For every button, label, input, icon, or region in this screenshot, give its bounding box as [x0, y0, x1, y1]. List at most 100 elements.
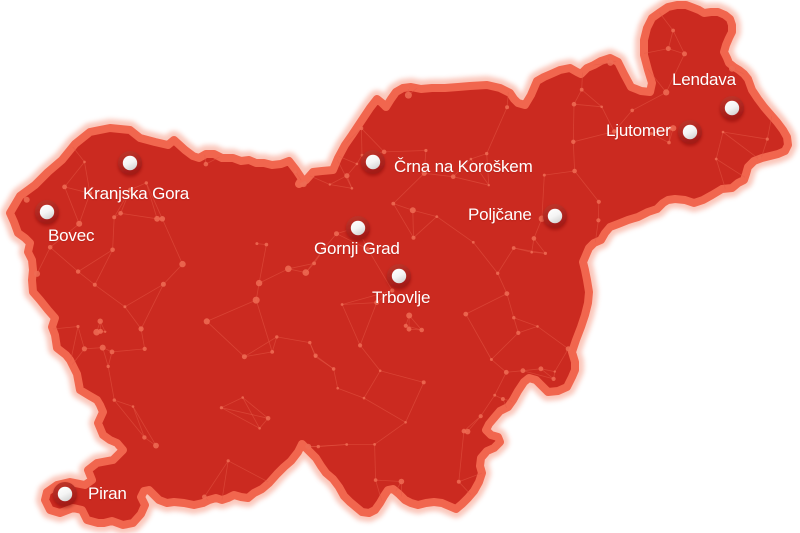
- network-node: [579, 404, 585, 409]
- network-node: [762, 383, 766, 387]
- network-line: [78, 193, 91, 224]
- network-node: [548, 508, 553, 513]
- network-line: [581, 399, 591, 407]
- network-line: [626, 514, 658, 518]
- city-marker-ljutomer[interactable]: [678, 120, 702, 144]
- network-line: [315, 355, 334, 370]
- network-line: [145, 182, 163, 219]
- network-node: [746, 509, 750, 512]
- network-line: [49, 246, 79, 272]
- city-marker-crna-na-koroskem[interactable]: [361, 150, 385, 174]
- network-node: [464, 428, 471, 435]
- network-node: [740, 496, 743, 499]
- network-line: [102, 347, 109, 367]
- network-node: [572, 168, 577, 174]
- network-node: [270, 350, 275, 354]
- network-node: [605, 468, 609, 472]
- network-node: [391, 201, 396, 206]
- network-node: [62, 184, 67, 190]
- network-line: [406, 33, 409, 45]
- network-line: [148, 65, 165, 88]
- city-marker-bovec[interactable]: [35, 200, 59, 224]
- network-line: [734, 483, 755, 522]
- network-line: [613, 110, 633, 132]
- network-line: [392, 203, 414, 238]
- network-line: [22, 126, 46, 134]
- network-node: [256, 69, 264, 77]
- network-node: [663, 89, 670, 96]
- network-node: [337, 41, 342, 45]
- network-line: [413, 216, 438, 238]
- network-line: [601, 106, 615, 132]
- network-node: [661, 272, 667, 277]
- network-node: [489, 358, 493, 361]
- network-line: [497, 247, 515, 274]
- city-marker-poljcane[interactable]: [543, 204, 567, 228]
- network-line: [22, 98, 30, 127]
- network-line: [452, 158, 472, 177]
- network-line: [614, 402, 645, 408]
- network-node: [505, 105, 510, 110]
- network-node: [734, 209, 740, 215]
- network-line: [84, 347, 103, 350]
- network-node: [379, 37, 384, 42]
- network-line: [120, 189, 131, 214]
- network-node: [332, 95, 340, 103]
- network-node: [148, 5, 153, 9]
- network-line: [404, 29, 408, 45]
- network-line: [107, 366, 115, 401]
- network-node: [551, 376, 556, 381]
- city-marker-trbovlje[interactable]: [387, 264, 411, 288]
- network-node: [27, 348, 31, 352]
- marker-face: [391, 268, 407, 284]
- network-line: [665, 53, 685, 93]
- network-node: [404, 41, 409, 47]
- network-line: [518, 326, 538, 334]
- network-line: [572, 141, 575, 172]
- city-marker-lendava[interactable]: [720, 96, 744, 120]
- city-marker-gornji-grad[interactable]: [346, 216, 370, 240]
- network-node: [160, 281, 166, 287]
- network-line: [332, 42, 340, 47]
- network-node: [683, 443, 687, 447]
- network-line: [658, 311, 683, 324]
- network-node: [655, 515, 659, 520]
- network-node: [87, 191, 93, 196]
- network-line: [341, 290, 393, 305]
- network-line: [138, 67, 150, 88]
- network-node: [325, 106, 329, 109]
- city-marker-piran[interactable]: [53, 482, 77, 506]
- network-line: [489, 498, 505, 515]
- network-node: [502, 496, 507, 501]
- network-node: [571, 139, 576, 144]
- network-node: [20, 79, 26, 85]
- network-line: [486, 153, 490, 186]
- network-line: [155, 119, 167, 123]
- network-line: [458, 431, 465, 482]
- network-node: [496, 271, 500, 275]
- network-line: [453, 176, 489, 186]
- network-node: [381, 149, 387, 155]
- network-node: [398, 478, 405, 485]
- network-node: [159, 216, 166, 222]
- network-line: [632, 293, 660, 324]
- network-line: [150, 6, 154, 15]
- network-line: [336, 233, 369, 250]
- network-node: [203, 161, 209, 167]
- network-line: [672, 30, 685, 55]
- network-line: [605, 469, 608, 488]
- network-node: [485, 151, 489, 156]
- network-node: [655, 443, 663, 451]
- network-node: [630, 108, 634, 113]
- network-node: [136, 65, 141, 70]
- network-node: [308, 340, 312, 345]
- network-node: [531, 236, 537, 241]
- city-marker-kranjska-gora[interactable]: [118, 151, 142, 175]
- network-line: [324, 233, 337, 249]
- network-node: [503, 369, 509, 375]
- network-node: [530, 482, 538, 490]
- network-node: [570, 14, 574, 18]
- network-node: [344, 173, 350, 179]
- network-line: [27, 351, 32, 361]
